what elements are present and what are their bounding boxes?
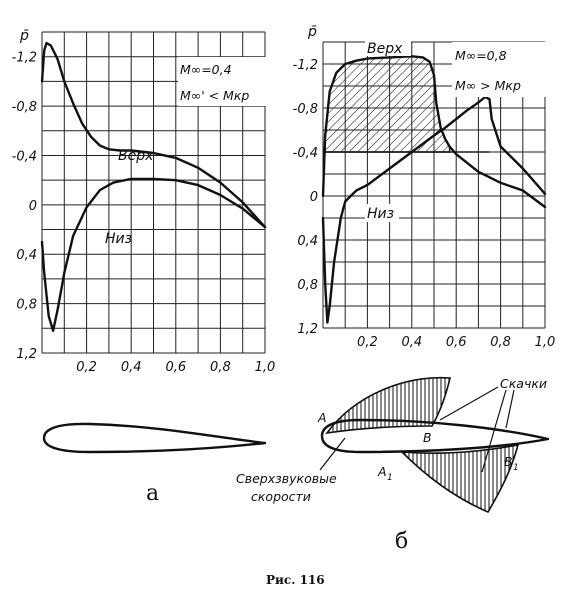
supersonic-zone-lower [399, 443, 520, 514]
chart-a: -1,2 -0,8 -0,4 0 0,4 0,8 1,2 0,2 0,4 0,6 0,8 1,0 p̄… [12, 28, 276, 375]
chart-b-ylabel: p̄ [307, 24, 317, 40]
chart-b-annotation-1: M∞=0,8 [455, 48, 507, 63]
chart-a-ytick-label: 1,2 [16, 347, 37, 362]
chart-a-ytick-label: -0,4 [12, 149, 37, 164]
chart-a-xtick-label: 0,6 [165, 360, 186, 375]
chart-a-xtick-label: 0,4 [121, 360, 142, 375]
chart-b-ytick-label: 1,2 [297, 322, 318, 337]
chart-b-xtick-label: 0,2 [357, 335, 378, 350]
panel-label-a: а [146, 481, 159, 506]
chart-a-ytick-label: 0,4 [16, 248, 37, 263]
chart-b-label-lower: Низ [367, 206, 394, 222]
chart-a-series-upper-line [40, 41, 267, 229]
chart-b-xtick-label: 0,6 [446, 335, 467, 350]
chart-b-ytick-label: 0 [310, 190, 318, 205]
chart-b: -1,2 -0,8 -0,4 0 0,4 0,8 1,2 0,2 0,4 0,6 0,8 1,0 p̄… [293, 24, 556, 350]
chart-b-xtick-label: 1,0 [535, 335, 556, 350]
supersonic-zone-upper [325, 376, 451, 435]
label-A1: A [377, 464, 387, 479]
label-B1: B [504, 454, 513, 469]
chart-a-annotation-bg [178, 57, 270, 106]
chart-b-label-lower-bg [365, 204, 399, 222]
supersonic-leader [319, 437, 346, 471]
chart-a-ytick-label: 0,8 [16, 298, 37, 313]
label-B1-subscript: 1 [513, 463, 519, 473]
chart-a-ylabel: p̄ [19, 28, 29, 44]
chart-a-series [40, 41, 267, 332]
label-B: B [423, 430, 432, 445]
shock-leader-3 [505, 389, 515, 429]
chart-a-label-upper: Верх [118, 148, 154, 164]
chart-b-series-upper-line [321, 55, 547, 209]
label-supersonic-1: Сверхзвуковые [236, 471, 337, 486]
chart-a-ytick-label: 0 [29, 199, 37, 214]
chart-b-annotation-bg [452, 42, 548, 97]
chart-b-xtick-label: 0,8 [490, 335, 511, 350]
chart-b-ytick-label: -1,2 [293, 58, 318, 73]
chart-a-label-lower: Низ [105, 231, 132, 247]
shock-leader-1 [439, 386, 499, 421]
chart-a-xtick-label: 0,2 [76, 360, 97, 375]
panel-label-b: б [395, 529, 408, 554]
shock-leader-2 [481, 389, 507, 473]
chart-b-xtick-label: 0,4 [401, 335, 422, 350]
chart-a-xtick-label: 1,0 [255, 360, 276, 375]
chart-b-annotation-2: M∞ > Mкр [455, 78, 521, 93]
chart-a-ytick-label: -1,2 [12, 51, 37, 66]
chart-b-series-lower-line [321, 95, 547, 324]
label-shocks: Скачки [500, 376, 547, 391]
chart-a-annotation-2: M∞' < Mкр [180, 88, 249, 103]
chart-a-series-lower-line [40, 177, 267, 332]
chart-a-xtick-label: 0,8 [210, 360, 231, 375]
label-A1-subscript: 1 [387, 473, 393, 483]
chart-b-ytick-label: 0,8 [297, 278, 318, 293]
chart-b-label-upper: Верх [367, 41, 403, 57]
chart-b-ytick-label: 0,4 [297, 234, 318, 249]
chart-a-annotation-1: M∞=0,4 [180, 62, 232, 77]
chart-a-ticks: -1,2 -0,8 -0,4 0 0,4 0,8 1,2 0,2 0,4 0,6 0,8 1,0 [12, 51, 276, 375]
chart-b-ytick-label: -0,8 [293, 102, 318, 117]
chart-b-label-upper-bg [365, 38, 411, 56]
figure-caption: Рис. 116 [266, 573, 325, 587]
airfoil-a [42, 422, 267, 454]
chart-b-series [321, 55, 547, 324]
chart-b-ticks: -1,2 -0,8 -0,4 0 0,4 0,8 1,2 0,2 0,4 0,6 0,8 1,0 [293, 58, 556, 350]
chart-a-ytick-label: -0,8 [12, 100, 37, 115]
label-supersonic-2: скорости [251, 489, 311, 504]
airfoil-b [320, 418, 550, 454]
airfoil-b-group: A B A 1 B 1 Скачки Сверхзвуковые скорост… [236, 376, 550, 514]
chart-b-ytick-label: -0,4 [293, 146, 318, 161]
label-A: A [317, 410, 327, 425]
